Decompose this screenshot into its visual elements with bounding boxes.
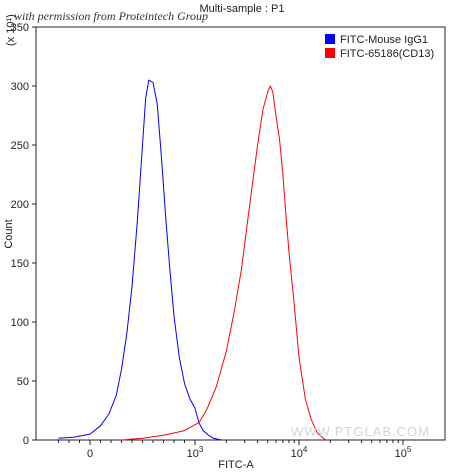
x-tick-label: 0 [87,448,93,460]
x-axis-label: FITC-A [218,459,254,471]
y-tick-label: 0 [23,435,29,447]
y-tick-label: 100 [11,317,29,329]
y-axis-multiplier: (x 10¹) [5,14,17,46]
credit-text: with permission from Proteintech Group [14,9,208,23]
y-tick-label: 150 [11,258,29,270]
series-line-cd13 [121,85,326,441]
x-tick-label: 104 [291,445,308,460]
series-layer [58,79,326,441]
x-tick-label: 105 [395,445,412,460]
y-axis-ticks: 0 50 100 150 200 250 300 350 [11,22,36,447]
x-axis-ticks: 0 103 104 105 [58,440,412,460]
legend: FITC-Mouse IgG1 FITC-65186(CD13) [325,34,434,60]
chart-title: Multi-sample : P1 [200,3,285,15]
legend-label-cd13: FITC-65186(CD13) [340,48,434,60]
y-tick-label: 200 [11,199,29,211]
legend-label-mouse-igg1: FITC-Mouse IgG1 [340,34,428,46]
series-line-mouse-igg1 [58,79,222,441]
legend-swatch-mouse-igg1 [325,34,335,44]
plot-frame [35,26,446,441]
y-tick-label: 300 [11,81,29,93]
y-tick-label: 50 [17,376,29,388]
y-tick-label: 350 [11,22,29,34]
legend-swatch-cd13 [325,48,335,58]
y-axis-label: Count [3,219,15,248]
x-tick-label: 103 [187,445,204,460]
watermark: WWW.PTGLAB.COM [291,424,430,439]
y-tick-label: 250 [11,140,29,152]
